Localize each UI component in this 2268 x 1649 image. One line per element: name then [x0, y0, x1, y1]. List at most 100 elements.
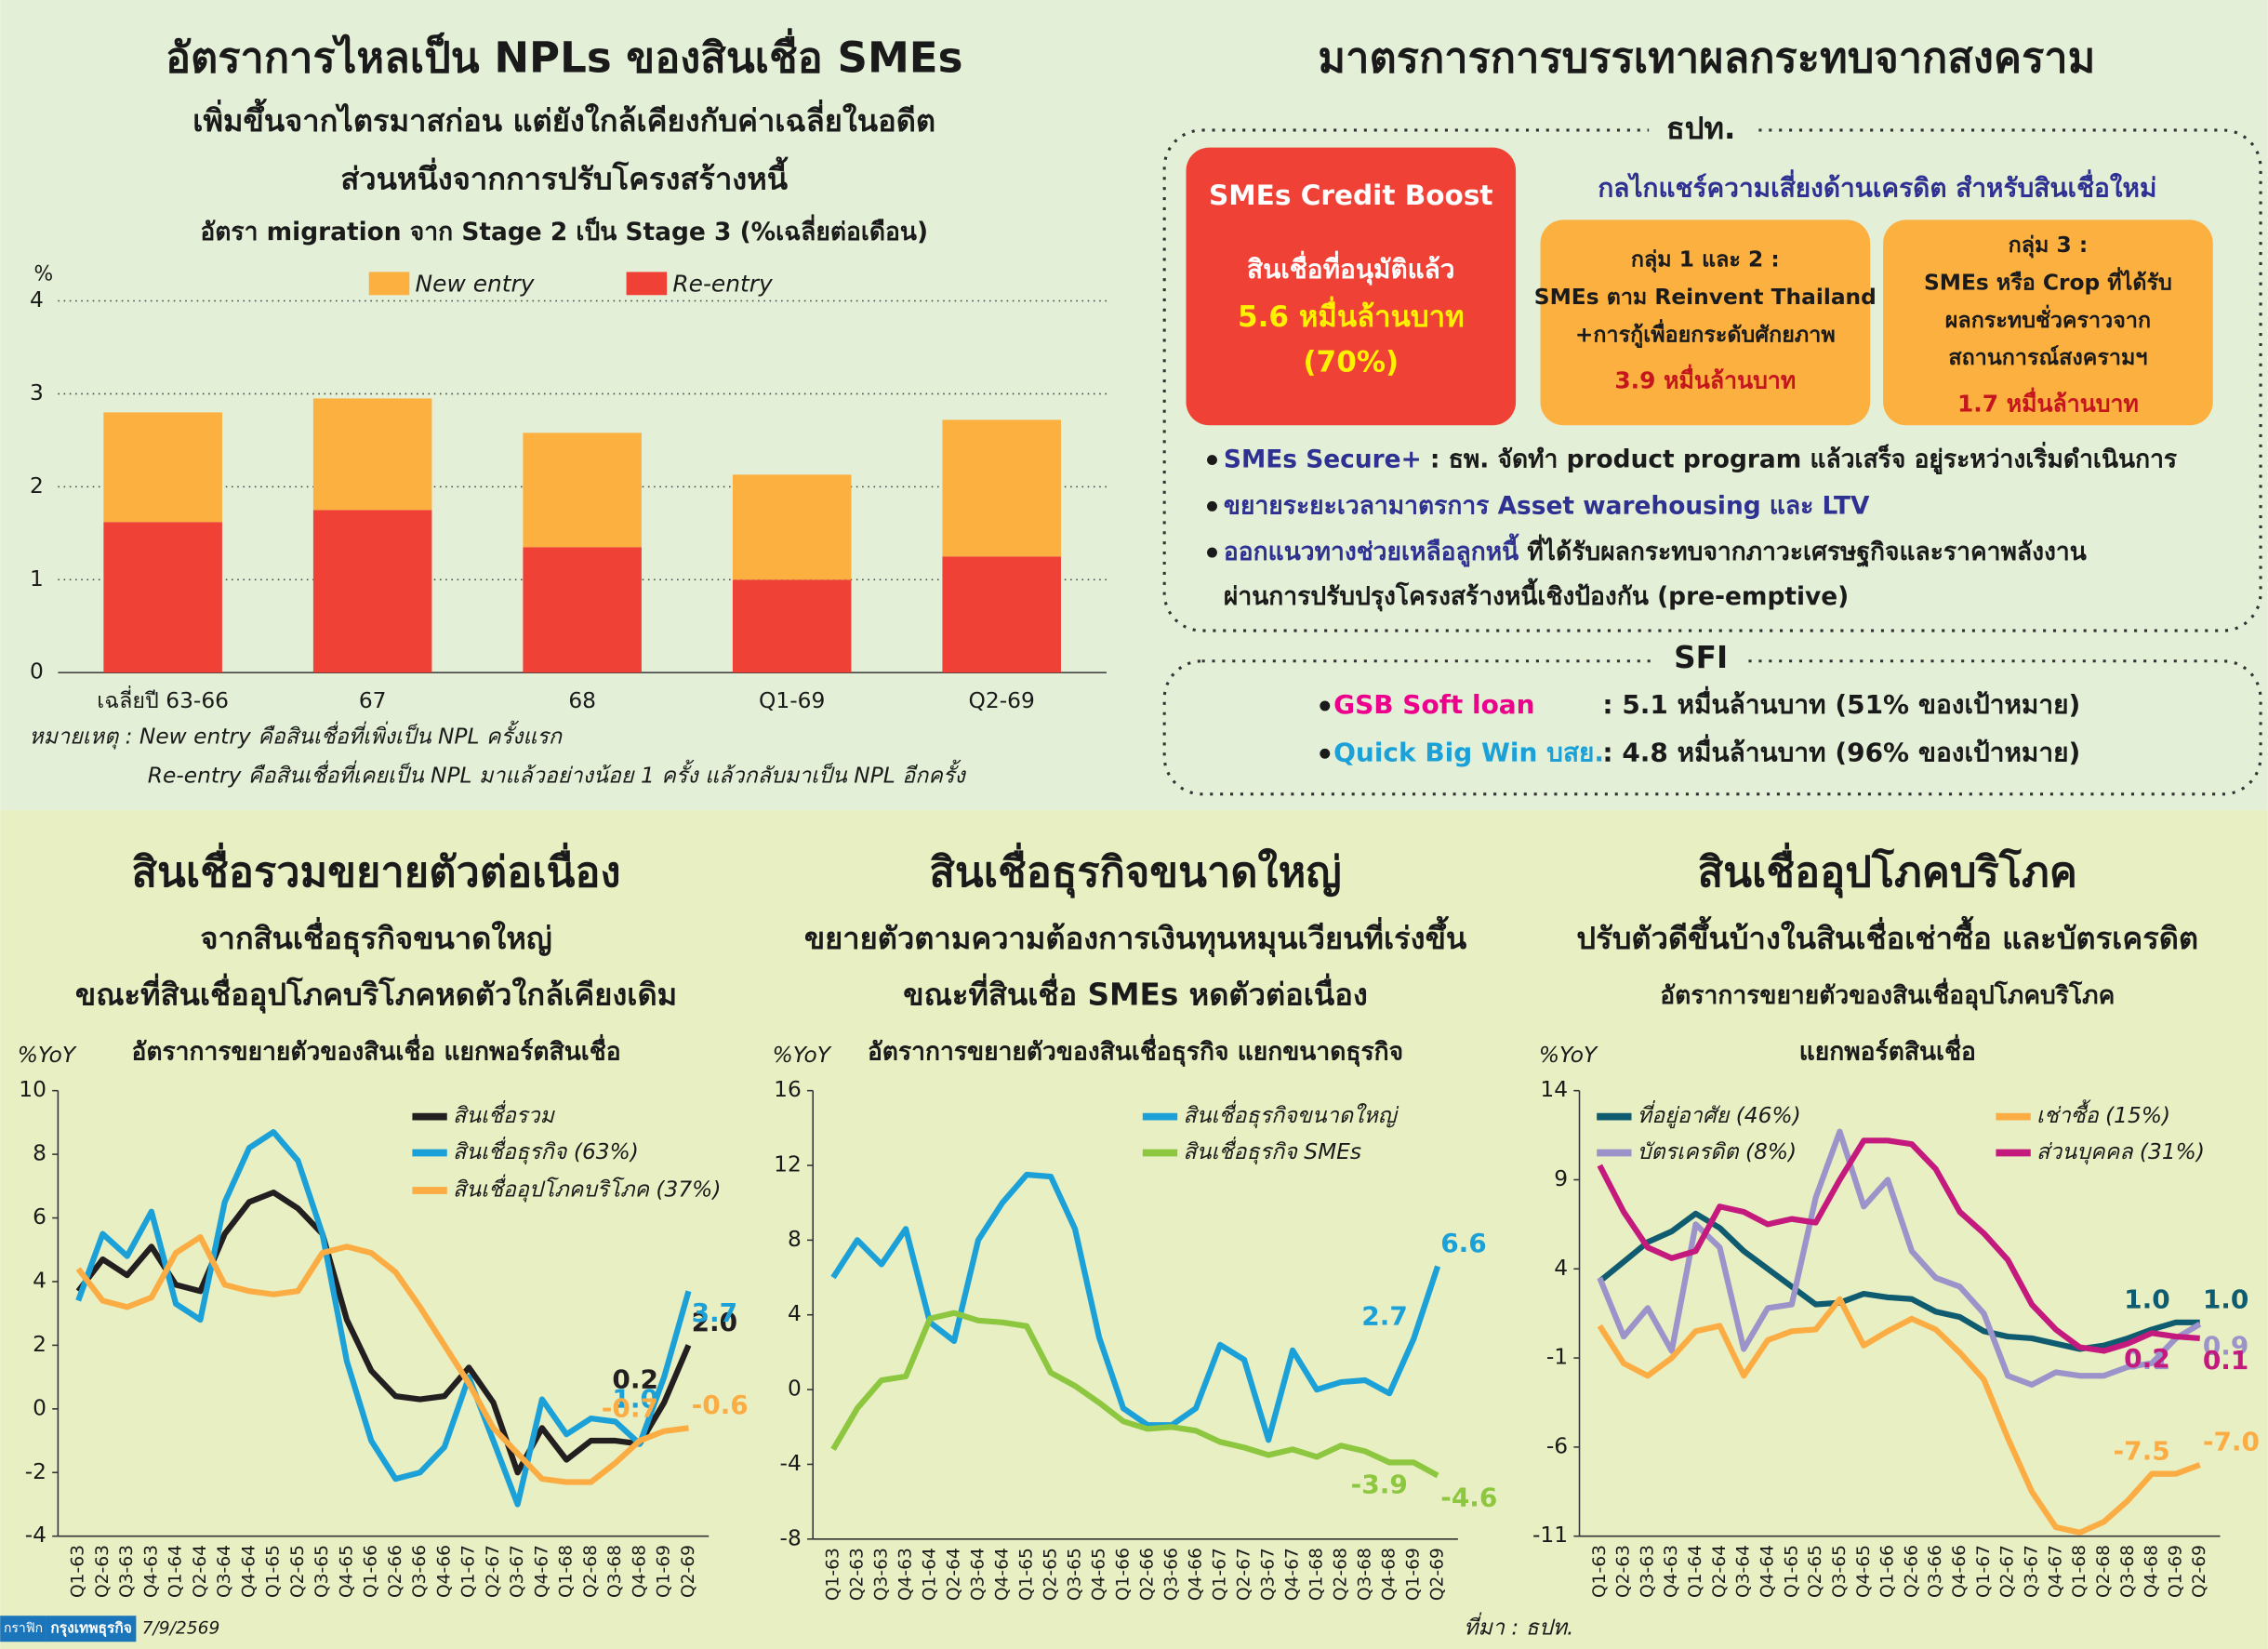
- legend-label: ที่อยู่อาศัย (46%): [1638, 1100, 1801, 1129]
- value-label: 0.1: [2203, 1345, 2249, 1376]
- x-tick-label: Q3-65: [312, 1545, 332, 1598]
- bar-segment: [942, 556, 1061, 673]
- x-tick-label: Q1-64: [1686, 1545, 1705, 1598]
- legend-label: สินเชื่อธุรกิจขนาดใหญ่: [1183, 1100, 1399, 1129]
- x-tick-label: 68: [568, 688, 596, 713]
- x-tick-label: Q4-68: [2142, 1545, 2162, 1598]
- chart-title: สินเชื่อธุรกิจขนาดใหญ่: [929, 843, 1341, 898]
- chart-title: อัตราการไหลเป็น NPLs ของสินเชื่อ SMEs: [166, 28, 963, 82]
- group-line: กลุ่ม 1 และ 2 :: [1631, 246, 1780, 273]
- group-line: SMEs หรือ Crop ที่ได้รับ: [1924, 266, 2172, 295]
- y-tick-label: -1: [1546, 1345, 1568, 1370]
- x-tick-label: Q1-66: [1878, 1545, 1898, 1598]
- sfi-name: GSB Soft loan: [1333, 689, 1534, 720]
- x-tick-label: Q1-69: [759, 688, 825, 713]
- series-line: [1598, 1210, 2200, 1352]
- y-tick-label: -11: [1532, 1523, 1568, 1548]
- x-tick-label: Q4-66: [1187, 1548, 1206, 1601]
- x-tick-label: Q1-63: [1590, 1545, 1610, 1598]
- note: หมายเหตุ : New entry คือสินเชื่อที่เพิ่ง…: [29, 721, 564, 751]
- x-tick-label: Q2-65: [1041, 1548, 1061, 1601]
- y-tick-label: 2: [33, 1332, 46, 1357]
- x-tick-label: Q1-67: [1974, 1545, 1994, 1598]
- x-tick-label: Q2-68: [581, 1545, 601, 1598]
- x-tick-label: Q4-64: [993, 1548, 1013, 1601]
- x-tick-label: Q1-63: [824, 1548, 843, 1601]
- x-tick-label: Q1-64: [921, 1548, 940, 1601]
- bar-segment: [312, 398, 432, 511]
- y-tick-label: -6: [1546, 1433, 1568, 1458]
- y-tick-label: -2: [25, 1459, 46, 1484]
- x-tick-label: Q2-68: [2094, 1545, 2114, 1598]
- x-tick-label: Q3-63: [1638, 1545, 1657, 1598]
- x-tick-label: Q1-65: [1017, 1548, 1037, 1601]
- y-tick-label: 1: [30, 566, 44, 592]
- x-tick-label: Q2-69: [679, 1545, 698, 1598]
- value-label: 1.0: [2124, 1283, 2170, 1314]
- boost-title: SMEs Credit Boost: [1209, 180, 1493, 211]
- y-tick-label: 12: [774, 1152, 802, 1177]
- x-tick-label: Q2-66: [386, 1545, 405, 1598]
- x-tick-label: Q4-64: [1758, 1545, 1778, 1598]
- x-tick-label: Q1-68: [557, 1545, 577, 1598]
- y-axis-label: %YoY: [18, 1043, 77, 1068]
- sfi-detail: : 4.8 หมื่นล้านบาท (96% ของเป้าหมาย): [1602, 733, 2080, 767]
- series-line: [75, 1233, 689, 1485]
- x-tick-label: 67: [359, 688, 387, 713]
- series-line: [1597, 1296, 2201, 1536]
- series-line: [75, 1190, 692, 1476]
- x-tick-label: Q4-67: [2046, 1545, 2065, 1598]
- chart-subtitle: ส่วนหนึ่งจากการปรับโครงสร้างหนี้: [340, 155, 789, 196]
- sfi-label: SFI: [1674, 640, 1728, 675]
- value-label: -7.5: [2113, 1435, 2169, 1466]
- x-tick-label: Q4-65: [337, 1545, 356, 1598]
- y-axis-label: %YoY: [1539, 1043, 1598, 1068]
- legend-swatch: [626, 272, 668, 296]
- x-tick-label: Q2-65: [1806, 1545, 1825, 1598]
- x-tick-label: Q4-65: [1090, 1548, 1109, 1601]
- bullet-text: ที่ได้รับผลกระทบจากภาวะเศรษฐกิจและราคาพล…: [1519, 534, 2087, 568]
- x-tick-label: Q2-64: [945, 1548, 964, 1601]
- y-tick-label: 16: [774, 1077, 802, 1102]
- bullet-dot: [1207, 547, 1217, 558]
- panel-title: มาตรการการบรรเทาผลกระทบจากสงคราม: [1318, 33, 2095, 82]
- bot-label: ธปท.: [1666, 111, 1736, 146]
- x-tick-label: Q2-63: [848, 1548, 868, 1601]
- series-line: [830, 1310, 1439, 1479]
- group-line: +การกู้เพื่อยกระดับศักยภาพ: [1575, 318, 1836, 348]
- chart-caption: อัตราการขยายตัวของสินเชื่อ แยกพอร์ตสินเช…: [131, 1034, 620, 1067]
- x-tick-label: Q2-67: [484, 1545, 503, 1598]
- x-tick-label: Q4-67: [1283, 1548, 1303, 1601]
- publisher-bg: [46, 1616, 137, 1642]
- value-label: 0.2: [612, 1364, 658, 1395]
- x-tick-label: Q3-67: [2023, 1545, 2042, 1598]
- x-tick-label: Q3-64: [1734, 1545, 1754, 1598]
- group-line: SMEs ตาม Reinvent Thailand: [1534, 285, 1877, 310]
- x-tick-label: Q2-64: [191, 1545, 210, 1598]
- bullet: ออกแนวทางช่วยเหลือลูกหนี้ ที่ได้รับผลกระ…: [1224, 533, 2087, 568]
- y-tick-label: -4: [780, 1451, 802, 1476]
- legend-label: เช่าซื้อ (15%): [2036, 1099, 2170, 1128]
- value-label: 6.6: [1440, 1228, 1487, 1258]
- chart-title: สินเชื่อรวมขยายตัวต่อเนื่อง: [132, 843, 621, 897]
- y-tick-label: 14: [1540, 1077, 1568, 1102]
- chart-caption: แยกพอร์ตสินเชื่อ: [1799, 1034, 1976, 1067]
- bullet: SMEs Secure+ : ธพ. จัดทำ product program…: [1224, 441, 2178, 474]
- bar-segment: [732, 579, 852, 673]
- label-bg: [1649, 110, 1754, 151]
- chart-subtitle: ขณะที่สินเชื่อ SMEs หดตัวต่อเนื่อง: [903, 974, 1368, 1013]
- x-tick-label: Q4-68: [630, 1545, 649, 1598]
- x-tick-label: Q1-66: [1114, 1548, 1134, 1601]
- series-line: [830, 1171, 1441, 1443]
- boost-share: (70%): [1303, 345, 1399, 379]
- credit-bg: [0, 1616, 46, 1642]
- x-tick-label: Q2-67: [1998, 1545, 2018, 1598]
- x-tick-label: Q3-64: [969, 1548, 988, 1601]
- y-tick-label: 4: [30, 287, 44, 313]
- x-tick-label: Q4-67: [532, 1545, 551, 1598]
- group-box: [1540, 219, 1871, 426]
- legend-label: บัตรเครดิต (8%): [1638, 1139, 1797, 1164]
- x-tick-label: Q3-66: [1162, 1548, 1182, 1601]
- y-tick-label: 10: [19, 1077, 46, 1102]
- x-tick-label: Q2-69: [969, 688, 1035, 713]
